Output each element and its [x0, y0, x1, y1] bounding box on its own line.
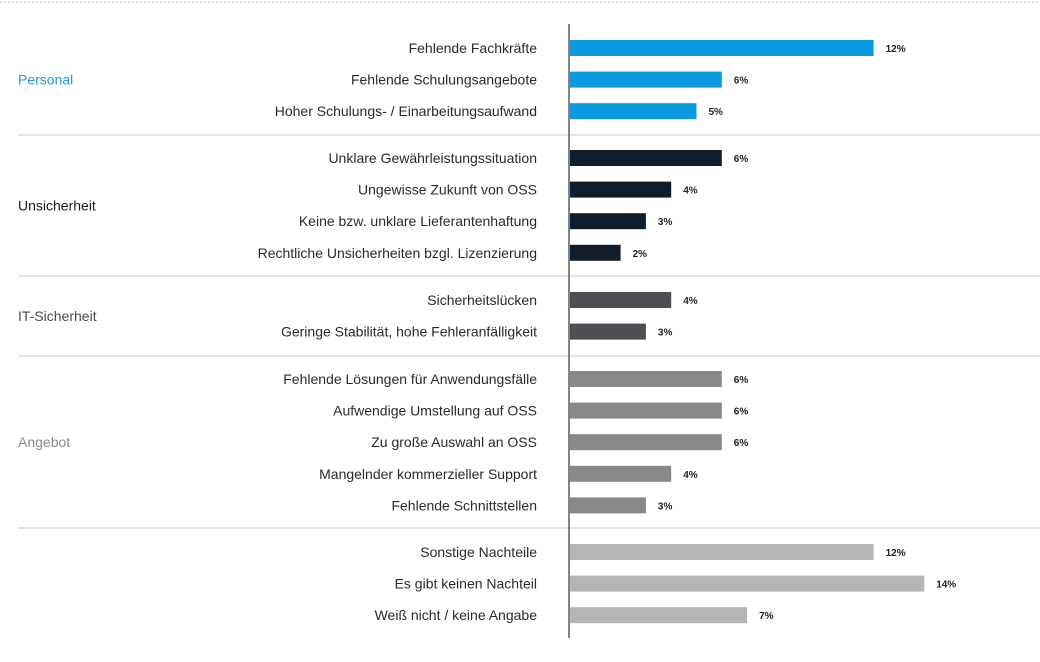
category-label: Ungewisse Zukunft von OSS [358, 182, 537, 198]
group-label: IT-Sicherheit [18, 308, 97, 324]
value-label: 4% [683, 470, 698, 481]
bar [570, 103, 697, 120]
bar [570, 575, 925, 592]
value-label: 7% [759, 611, 774, 622]
bar [570, 71, 722, 88]
value-label: 4% [683, 296, 698, 307]
category-label: Sicherheitslücken [427, 292, 537, 308]
group-separators [18, 134, 1040, 529]
value-label: 3% [658, 501, 673, 512]
bar [570, 465, 672, 482]
value-label: 3% [658, 328, 673, 339]
value-label: 2% [633, 249, 648, 260]
bar [570, 434, 722, 451]
category-label: Fehlende Schnittstellen [391, 497, 537, 513]
bar [570, 244, 621, 261]
category-label: Es gibt keinen Nachteil [395, 576, 537, 592]
value-label: 6% [734, 154, 749, 165]
category-label: Keine bzw. unklare Lieferantenhaftung [299, 213, 537, 229]
bars [570, 40, 925, 624]
value-label: 6% [734, 438, 749, 449]
category-label: Geringe Stabilität, hohe Fehleranfälligk… [281, 324, 537, 340]
group-label: Personal [18, 72, 73, 88]
group-label: Angebot [18, 434, 70, 450]
category-label: Aufwendige Umstellung auf OSS [333, 403, 537, 419]
bar [570, 323, 646, 340]
category-label: Mangelnder kommerzieller Support [319, 466, 537, 482]
bar [570, 181, 672, 198]
bar [570, 544, 874, 560]
bar [570, 402, 722, 419]
category-label: Sonstige Nachteile [420, 544, 537, 560]
category-label: Fehlende Fachkräfte [409, 40, 538, 56]
value-label: 5% [709, 107, 724, 118]
value-label: 6% [734, 76, 749, 87]
value-label: 6% [734, 407, 749, 418]
group-label: Unsicherheit [18, 197, 96, 213]
bar [570, 607, 748, 624]
bar [570, 150, 722, 166]
group-labels: Personal Unsicherheit IT-Sicherheit Angebot [18, 72, 97, 451]
category-label: Rechtliche Unsicherheiten bzgl. Lizenzie… [258, 245, 537, 261]
value-label: 14% [936, 580, 956, 591]
bar [570, 213, 646, 230]
bar [570, 292, 672, 308]
value-labels: 12% 6% 5% 6% 4% 3% 2% 4% 3% 6% 6% 6% 4% 3% 12% 14% 7% [633, 44, 957, 622]
category-label: Unklare Gewährleistungssituation [328, 150, 537, 166]
bar [570, 40, 874, 56]
category-label: Hoher Schulungs- / Einarbeitungsaufwand [275, 103, 537, 119]
bar [570, 371, 722, 387]
category-label: Weiß nicht / keine Angabe [375, 607, 538, 623]
value-label: 6% [734, 375, 749, 386]
bar [570, 497, 646, 514]
value-label: 12% [886, 44, 906, 55]
value-label: 4% [683, 186, 698, 197]
category-label: Fehlende Schulungsangebote [351, 72, 537, 88]
value-label: 3% [658, 217, 673, 228]
category-label: Zu große Auswahl an OSS [371, 434, 537, 450]
value-label: 12% [886, 548, 906, 559]
category-label: Fehlende Lösungen für Anwendungsfälle [283, 371, 537, 387]
category-labels: Fehlende Fachkräfte Fehlende Schulungsang… [258, 40, 538, 623]
